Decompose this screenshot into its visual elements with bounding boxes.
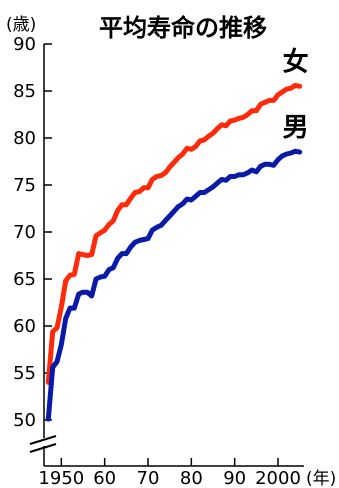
y-tick-label: 75 <box>13 175 36 196</box>
series-line-female <box>45 82 303 385</box>
x-axis-unit: (年) <box>306 469 336 488</box>
x-tick-label: 80 <box>180 468 203 488</box>
axis-break-marker <box>29 435 57 453</box>
x-tick-label: 60 <box>93 468 116 488</box>
y-tick-label: 80 <box>13 128 36 149</box>
series-label-female: 女 <box>283 46 309 77</box>
series-lines <box>45 82 303 422</box>
x-tick-label: 1950 <box>38 468 84 488</box>
y-tick-label: 90 <box>13 34 36 55</box>
y-tick-label: 65 <box>13 269 36 290</box>
x-tick-label: 2000 <box>255 468 301 488</box>
series-labels: 女男 <box>283 46 309 143</box>
series-label-male: 男 <box>283 113 309 143</box>
y-tick-label: 50 <box>13 410 36 431</box>
series-line-male <box>45 148 303 422</box>
chart-title: 平均寿命の推移 <box>99 14 267 42</box>
axis-break-stroke-1 <box>29 435 57 445</box>
y-tick-label: 60 <box>13 316 36 337</box>
y-axis-unit: (歳) <box>6 15 36 35</box>
y-tick-label: 55 <box>13 363 36 384</box>
y-ticks: 90 85 80 75 70 65 60 55 50 <box>13 34 52 431</box>
y-tick-label: 70 <box>13 222 36 243</box>
axis-break-stroke-2 <box>29 443 57 453</box>
x-ticks: 1950 60 70 80 90 2000 <box>38 458 301 488</box>
x-tick-label: 70 <box>137 468 160 488</box>
y-tick-label: 85 <box>13 81 36 102</box>
x-tick-label: 90 <box>223 468 246 488</box>
